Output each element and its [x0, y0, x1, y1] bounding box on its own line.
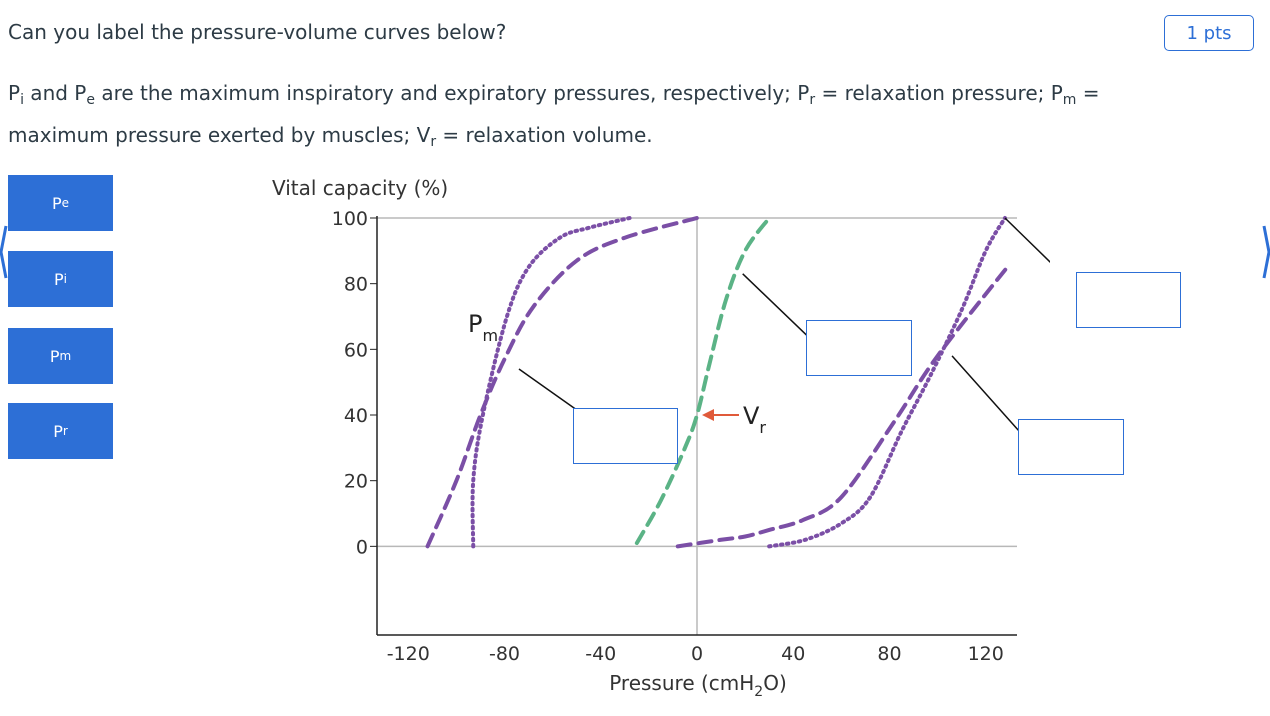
vr-arrowhead-icon: [702, 409, 714, 422]
pm-annotation: Pm: [468, 310, 498, 345]
scroll-left-arrow-icon[interactable]: [0, 222, 8, 282]
label-dropzone-3[interactable]: [1018, 419, 1124, 475]
x-tick-label: -80: [489, 643, 520, 665]
question-text: Can you label the pressure-volume curves…: [8, 20, 507, 44]
x-tick-label: 120: [968, 643, 1004, 665]
x-tick-label: 40: [781, 643, 805, 665]
y-tick-label: 100: [332, 208, 368, 230]
x-tick-label: -40: [585, 643, 616, 665]
pressure-volume-chart: Vital capacity (%) 0 20 40 60 80 100 -120 -80 -4…: [272, 176, 1050, 700]
label-dropzone-4[interactable]: [1076, 272, 1181, 328]
pv-curve-5: [767, 216, 1007, 549]
label-dropzone-1[interactable]: [573, 408, 678, 464]
x-tick-label: 0: [691, 643, 703, 665]
pv-curve-4: [675, 261, 1012, 549]
question-description: Pi and Pe are the maximum inspiratory an…: [8, 81, 1100, 150]
y-tick-label: 0: [356, 536, 368, 558]
x-axis-label: Pressure (cmH2O): [609, 671, 787, 700]
label-dropzone-2[interactable]: [806, 320, 912, 376]
pv-curve-1: [425, 216, 699, 549]
pv-curve-2: [470, 216, 632, 549]
y-tick-label: 20: [344, 471, 368, 493]
x-tick-label: -120: [387, 643, 430, 665]
leader-line-3: [951, 355, 1020, 432]
y-axis-label: Vital capacity (%): [272, 176, 448, 200]
y-tick-label: 80: [344, 274, 368, 296]
pv-curve-3: [634, 216, 772, 546]
vr-annotation: Vr: [743, 402, 766, 437]
x-tick-label: 80: [877, 643, 901, 665]
leader-line-4: [1004, 217, 1050, 263]
leader-line-1: [518, 368, 585, 416]
y-tick-label: 40: [344, 405, 368, 427]
scroll-right-arrow-icon[interactable]: [1262, 222, 1270, 282]
y-tick-label: 60: [344, 339, 368, 361]
points-badge: 1 pts: [1164, 15, 1254, 51]
leader-line-2: [742, 273, 809, 337]
